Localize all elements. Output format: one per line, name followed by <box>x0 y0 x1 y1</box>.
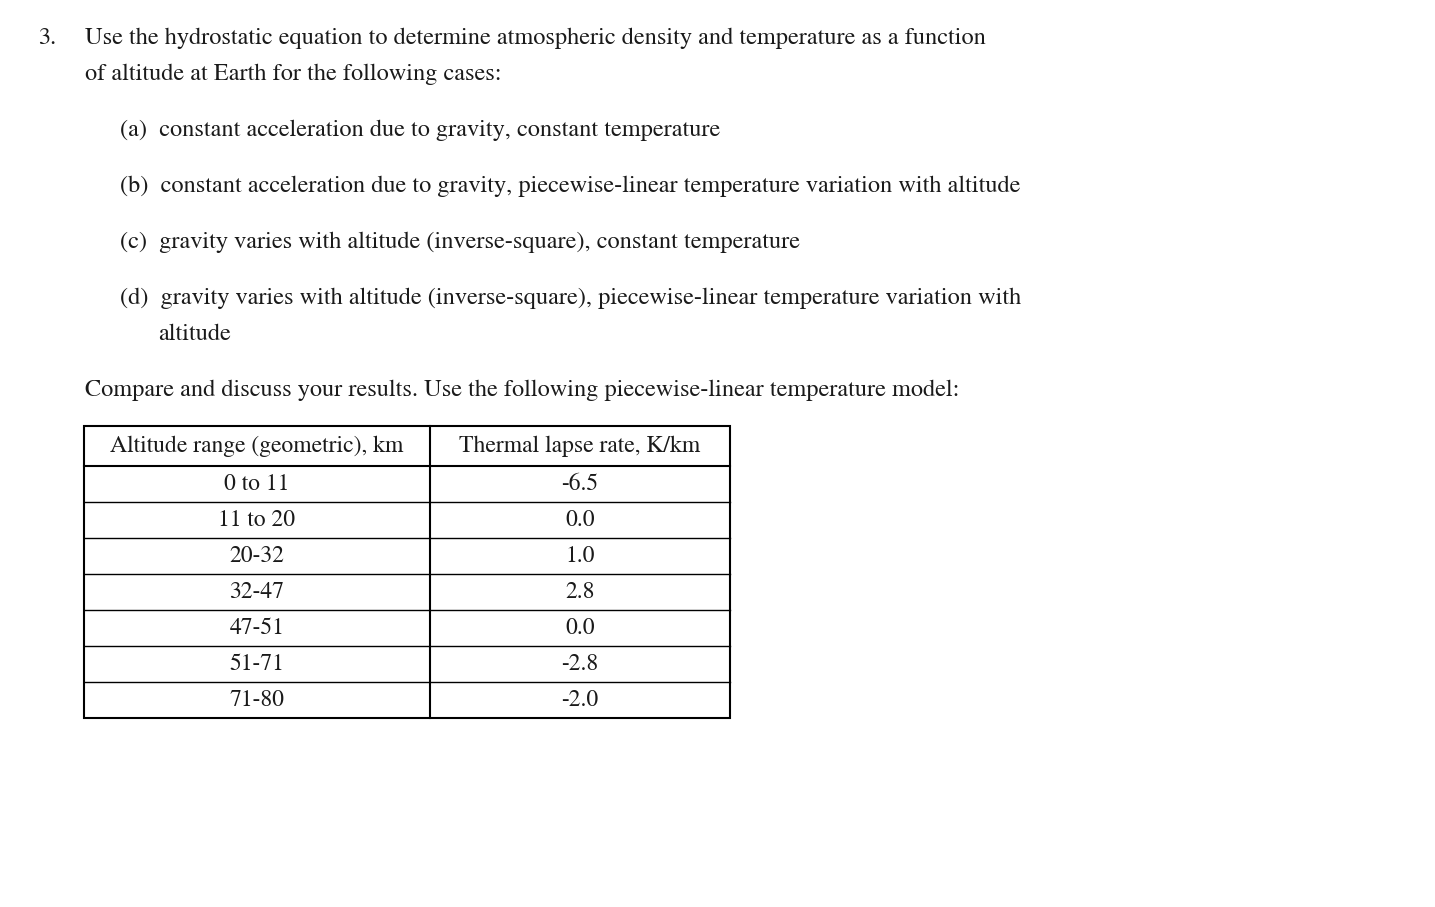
Text: Use the hydrostatic equation to determine atmospheric density and temperature as: Use the hydrostatic equation to determin… <box>85 28 986 49</box>
Text: (a)  constant acceleration due to gravity, constant temperature: (a) constant acceleration due to gravity… <box>121 120 720 141</box>
Text: of altitude at Earth for the following cases:: of altitude at Earth for the following c… <box>85 64 502 85</box>
Text: altitude: altitude <box>158 324 231 346</box>
Text: Altitude range (geometric), km: Altitude range (geometric), km <box>110 435 403 457</box>
Text: (d)  gravity varies with altitude (inverse-square), piecewise-linear temperature: (d) gravity varies with altitude (invers… <box>121 288 1022 309</box>
Text: 0.0: 0.0 <box>565 510 596 531</box>
Text: 20-32: 20-32 <box>230 545 284 567</box>
Text: 0 to 11: 0 to 11 <box>224 473 290 494</box>
Text: 1.0: 1.0 <box>565 545 594 567</box>
Text: -2.8: -2.8 <box>561 653 598 675</box>
Text: (c)  gravity varies with altitude (inverse-square), constant temperature: (c) gravity varies with altitude (invers… <box>121 232 799 253</box>
Text: 51-71: 51-71 <box>230 653 284 675</box>
Text: Compare and discuss your results. Use the following piecewise-linear temperature: Compare and discuss your results. Use th… <box>85 380 960 402</box>
Text: 71-80: 71-80 <box>230 689 284 711</box>
Text: 11 to 20: 11 to 20 <box>218 510 296 531</box>
Text: Thermal lapse rate, K/km: Thermal lapse rate, K/km <box>459 435 700 457</box>
Text: (b)  constant acceleration due to gravity, piecewise-linear temperature variatio: (b) constant acceleration due to gravity… <box>121 176 1020 198</box>
Text: 3.: 3. <box>37 28 56 49</box>
Bar <box>85 426 730 718</box>
Text: 47-51: 47-51 <box>230 618 284 639</box>
Text: 0.0: 0.0 <box>565 618 596 639</box>
Text: 2.8: 2.8 <box>565 581 594 602</box>
Text: -2.0: -2.0 <box>561 689 598 711</box>
Text: -6.5: -6.5 <box>561 473 598 494</box>
Text: 32-47: 32-47 <box>230 581 284 602</box>
